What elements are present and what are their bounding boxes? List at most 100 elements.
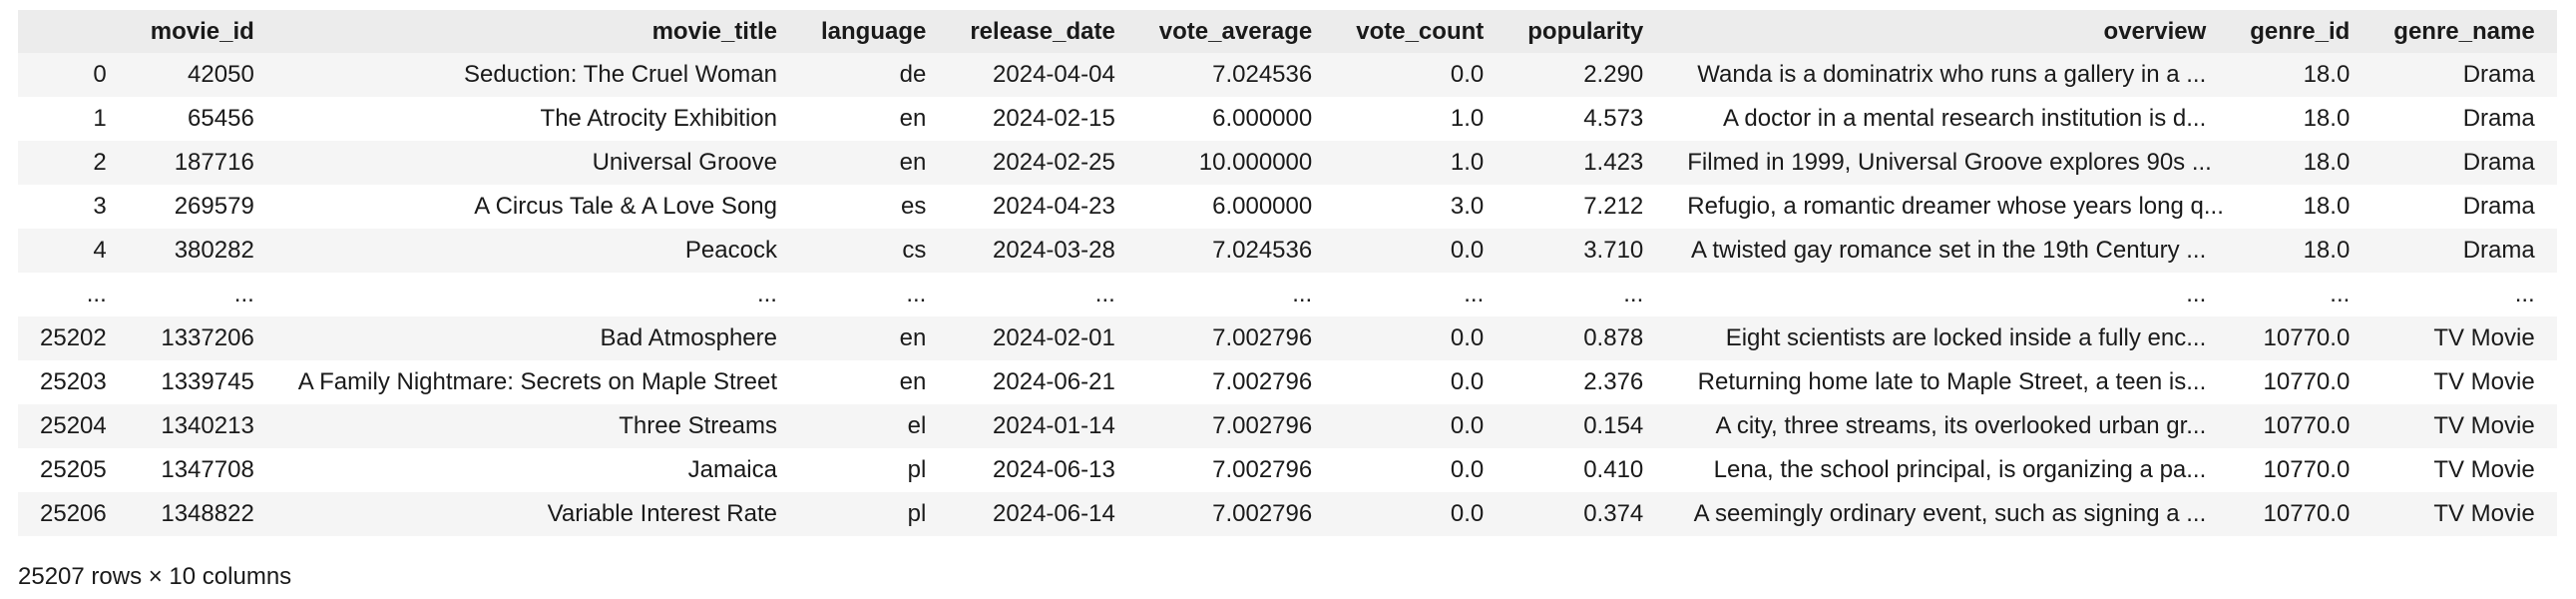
cell-vote-count: ...	[1334, 273, 1506, 316]
table-row: 4 380282 Peacock cs 2024-03-28 7.024536 0.0 3.7…	[18, 229, 2557, 273]
cell-language: cs	[798, 229, 949, 273]
cell-vote-average: 7.002796	[1136, 316, 1335, 360]
cell-genre-id: 18.0	[2228, 185, 2372, 229]
table-row: 25205 1347708 Jamaica pl 2024-06-13 7.002796 0…	[18, 448, 2557, 492]
cell-genre-id: 18.0	[2228, 229, 2372, 273]
cell-vote-average: 7.002796	[1136, 404, 1335, 448]
cell-overview: Lena, the school principal, is organizin…	[1665, 448, 2229, 492]
cell-popularity: ...	[1505, 273, 1666, 316]
cell-release-date: ...	[948, 273, 1137, 316]
cell-overview: Filmed in 1999, Universal Groove explore…	[1665, 141, 2229, 185]
cell-overview: Wanda is a dominatrix who runs a gallery…	[1665, 53, 2229, 97]
column-header-language: language	[798, 10, 949, 53]
cell-vote-count: 0.0	[1334, 448, 1506, 492]
cell-movie-title: Bad Atmosphere	[275, 316, 799, 360]
cell-genre-name: ...	[2371, 273, 2557, 316]
cell-genre-name: TV Movie	[2371, 404, 2557, 448]
row-index: ...	[18, 273, 129, 316]
cell-release-date: 2024-02-01	[948, 316, 1137, 360]
cell-vote-count: 0.0	[1334, 316, 1506, 360]
cell-movie-title: The Atrocity Exhibition	[275, 97, 799, 141]
row-index: 25203	[18, 360, 129, 404]
index-header	[18, 10, 129, 53]
cell-overview: Returning home late to Maple Street, a t…	[1665, 360, 2229, 404]
cell-genre-name: Drama	[2371, 185, 2557, 229]
table-row: 0 42050 Seduction: The Cruel Woman de 2024-0…	[18, 53, 2557, 97]
cell-vote-count: 0.0	[1334, 404, 1506, 448]
cell-genre-name: TV Movie	[2371, 448, 2557, 492]
cell-vote-average: 7.002796	[1136, 360, 1335, 404]
row-index: 25204	[18, 404, 129, 448]
cell-release-date: 2024-06-13	[948, 448, 1137, 492]
dataframe-table: movie_id movie_title language release_date v…	[18, 10, 2557, 536]
cell-popularity: 2.376	[1505, 360, 1666, 404]
row-index: 1	[18, 97, 129, 141]
cell-genre-name: Drama	[2371, 141, 2557, 185]
cell-language: el	[798, 404, 949, 448]
cell-vote-count: 0.0	[1334, 360, 1506, 404]
cell-language: de	[798, 53, 949, 97]
cell-overview: A doctor in a mental research institutio…	[1665, 97, 2229, 141]
cell-movie-id: ...	[128, 273, 276, 316]
cell-popularity: 2.290	[1505, 53, 1666, 97]
cell-movie-id: 1348822	[128, 492, 276, 536]
cell-language: en	[798, 316, 949, 360]
column-header-release-date: release_date	[948, 10, 1137, 53]
cell-movie-title: Universal Groove	[275, 141, 799, 185]
cell-release-date: 2024-02-15	[948, 97, 1137, 141]
cell-vote-count: 0.0	[1334, 53, 1506, 97]
table-row: 25203 1339745 A Family Nightmare: Secrets …	[18, 360, 2557, 404]
table-row: 25202 1337206 Bad Atmosphere en 2024-02-01 7.…	[18, 316, 2557, 360]
cell-language: en	[798, 141, 949, 185]
cell-movie-id: 42050	[128, 53, 276, 97]
cell-genre-id: ...	[2228, 273, 2372, 316]
column-header-overview: overview	[1665, 10, 2229, 53]
cell-popularity: 1.423	[1505, 141, 1666, 185]
table-row: 3 269579 A Circus Tale & A Love Song es 2024…	[18, 185, 2557, 229]
cell-language: ...	[798, 273, 949, 316]
table-header: movie_id movie_title language release_date v…	[18, 10, 2557, 53]
row-index: 25202	[18, 316, 129, 360]
cell-vote-average: ...	[1136, 273, 1335, 316]
cell-overview: Refugio, a romantic dreamer whose years …	[1665, 185, 2229, 229]
cell-movie-id: 1337206	[128, 316, 276, 360]
row-index: 25206	[18, 492, 129, 536]
header-row: movie_id movie_title language release_date v…	[18, 10, 2557, 53]
column-header-genre-name: genre_name	[2371, 10, 2557, 53]
cell-genre-id: 18.0	[2228, 97, 2372, 141]
cell-overview: Eight scientists are locked inside a ful…	[1665, 316, 2229, 360]
cell-movie-id: 1339745	[128, 360, 276, 404]
cell-release-date: 2024-03-28	[948, 229, 1137, 273]
cell-movie-title: Peacock	[275, 229, 799, 273]
cell-genre-id: 18.0	[2228, 141, 2372, 185]
cell-overview: ...	[1665, 273, 2229, 316]
cell-genre-id: 10770.0	[2228, 360, 2372, 404]
dataframe-output: movie_id movie_title language release_date v…	[18, 10, 2557, 536]
cell-movie-title: Three Streams	[275, 404, 799, 448]
cell-release-date: 2024-04-23	[948, 185, 1137, 229]
cell-movie-title: Variable Interest Rate	[275, 492, 799, 536]
cell-release-date: 2024-04-04	[948, 53, 1137, 97]
row-index: 3	[18, 185, 129, 229]
cell-genre-name: Drama	[2371, 53, 2557, 97]
cell-genre-name: TV Movie	[2371, 360, 2557, 404]
cell-vote-average: 7.002796	[1136, 492, 1335, 536]
cell-movie-id: 1347708	[128, 448, 276, 492]
cell-genre-id: 18.0	[2228, 53, 2372, 97]
cell-vote-average: 7.024536	[1136, 229, 1335, 273]
cell-genre-id: 10770.0	[2228, 448, 2372, 492]
cell-language: en	[798, 97, 949, 141]
cell-vote-count: 1.0	[1334, 141, 1506, 185]
cell-vote-average: 6.000000	[1136, 185, 1335, 229]
cell-vote-count: 0.0	[1334, 229, 1506, 273]
row-index: 0	[18, 53, 129, 97]
cell-movie-title: A Family Nightmare: Secrets on Maple Str…	[275, 360, 799, 404]
row-index: 25205	[18, 448, 129, 492]
table-body: 0 42050 Seduction: The Cruel Woman de 2024-0…	[18, 53, 2557, 536]
cell-genre-name: Drama	[2371, 229, 2557, 273]
cell-popularity: 0.154	[1505, 404, 1666, 448]
cell-genre-id: 10770.0	[2228, 404, 2372, 448]
cell-release-date: 2024-06-14	[948, 492, 1137, 536]
cell-movie-title: Jamaica	[275, 448, 799, 492]
cell-genre-name: Drama	[2371, 97, 2557, 141]
